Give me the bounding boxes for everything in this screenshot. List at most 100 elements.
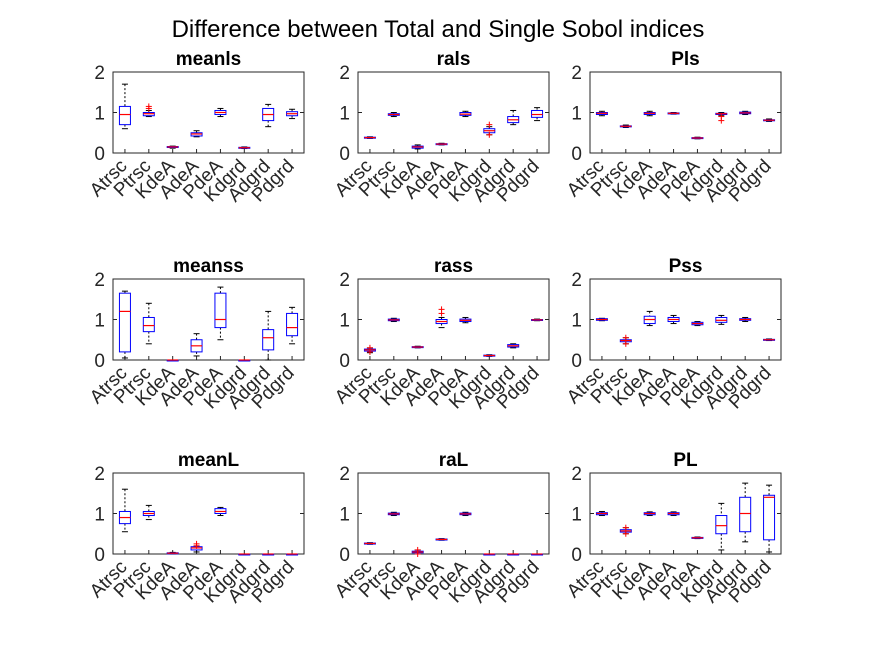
box-PdeA [691, 321, 704, 327]
box-Adgrd [739, 110, 752, 116]
axes-frame [357, 472, 550, 555]
y-tick-label: 2 [571, 464, 582, 485]
y-tick-label: 2 [571, 63, 582, 84]
y-tick-label: 1 [94, 505, 105, 526]
subplot-title: Pss [669, 256, 703, 277]
box-KdeA [166, 551, 179, 555]
box-Pdgrd [531, 318, 544, 322]
box-PdeA [459, 110, 472, 118]
y-tick-label: 2 [571, 270, 582, 291]
box-AdeA [435, 538, 448, 541]
box-Ptrsc [387, 317, 400, 323]
box-Pdgrd [763, 338, 776, 342]
axes-frame [589, 71, 782, 154]
box-Kdgrd [238, 359, 251, 362]
axes-frame [112, 278, 305, 361]
box-AdeA [190, 130, 203, 138]
subplot-rals: rals012AtrscPtrscKdeAAdeAPdeAKdgrdAdgrdP… [331, 49, 550, 206]
box-AdeA [667, 314, 680, 325]
box-PdeA [459, 316, 472, 324]
y-tick-label: 0 [94, 351, 105, 372]
box-AdeA [190, 333, 203, 357]
subplot-grid: meanls012AtrscPtrscKdeAAdeAPdeAKdgrdAdgr… [86, 49, 782, 607]
box-Ptrsc [142, 504, 155, 521]
box-Atrsc [363, 542, 376, 545]
box-Adgrd [739, 482, 752, 543]
subplot-title: raL [439, 450, 469, 471]
box-Pdgrd [531, 553, 544, 556]
box-Kdgrd [715, 502, 728, 551]
box-Pdgrd [763, 118, 776, 122]
box-KdeA [166, 359, 179, 362]
axes-frame [589, 278, 782, 361]
box-Ptrsc [619, 334, 632, 347]
box-Adgrd [507, 553, 520, 556]
box-Atrsc [363, 344, 376, 355]
y-tick-label: 2 [339, 270, 350, 291]
figure-title: Difference between Total and Single Sobo… [172, 16, 705, 43]
box-body [763, 494, 776, 541]
subplot-title: PL [673, 450, 698, 471]
y-tick-label: 2 [339, 63, 350, 84]
subplot-title: meanls [176, 49, 241, 70]
box-body [286, 312, 299, 337]
y-tick-label: 1 [339, 311, 350, 332]
box-PdeA [214, 286, 227, 341]
box-PdeA [691, 136, 704, 140]
y-tick-label: 1 [94, 311, 105, 332]
box-Ptrsc [387, 511, 400, 517]
box-body [262, 329, 275, 351]
box-body [715, 515, 728, 535]
subplot-Pls: Pls012AtrscPtrscKdeAAdeAPdeAKdgrdAdgrdPd… [563, 49, 782, 206]
y-tick-label: 1 [571, 505, 582, 526]
box-Kdgrd [715, 112, 728, 124]
box-Kdgrd [483, 354, 496, 357]
subplot-PL: PL012AtrscPtrscKdeAAdeAPdeAKdgrdAdgrdPdg… [563, 450, 782, 607]
box-Atrsc [118, 83, 131, 130]
subplot-title: rass [434, 256, 473, 277]
y-tick-label: 0 [94, 144, 105, 165]
box-body [531, 109, 544, 118]
y-tick-label: 2 [339, 464, 350, 485]
box-Atrsc [118, 488, 131, 533]
box-KdeA [411, 345, 424, 349]
box-Atrsc [363, 136, 376, 139]
box-KdeA [411, 546, 424, 557]
box-AdeA [435, 306, 448, 329]
box-KdeA [411, 144, 424, 150]
subplot-meanls: meanls012AtrscPtrscKdeAAdeAPdeAKdgrdAdgr… [86, 49, 305, 206]
y-tick-label: 0 [571, 351, 582, 372]
box-AdeA [667, 112, 680, 115]
box-Pdgrd [286, 108, 299, 120]
y-tick-label: 0 [339, 351, 350, 372]
y-tick-label: 1 [94, 104, 105, 125]
y-tick-label: 1 [571, 311, 582, 332]
box-Adgrd [262, 103, 275, 128]
box-Ptrsc [619, 124, 632, 128]
box-Atrsc [595, 110, 608, 117]
box-Atrsc [595, 510, 608, 517]
y-tick-label: 1 [339, 505, 350, 526]
box-body [142, 316, 155, 333]
subplot-title: Pls [671, 49, 700, 70]
box-Adgrd [262, 310, 275, 361]
box-Pdgrd [286, 553, 299, 556]
box-Pdgrd [531, 107, 544, 122]
box-Ptrsc [142, 302, 155, 345]
y-tick-label: 1 [339, 104, 350, 125]
y-tick-label: 0 [339, 144, 350, 165]
box-Adgrd [507, 343, 520, 349]
axes-frame [357, 278, 550, 361]
subplot-raL: raL012AtrscPtrscKdeAAdeAPdeAKdgrdAdgrdPd… [331, 450, 550, 607]
box-body [214, 292, 227, 329]
box-AdeA [190, 540, 203, 553]
subplot-title: meanL [178, 450, 240, 471]
axes-frame [112, 71, 305, 154]
box-PdeA [214, 107, 227, 118]
box-PdeA [691, 536, 704, 540]
box-PdeA [459, 511, 472, 517]
box-Ptrsc [619, 524, 632, 537]
box-AdeA [667, 511, 680, 517]
y-tick-label: 0 [94, 545, 105, 566]
